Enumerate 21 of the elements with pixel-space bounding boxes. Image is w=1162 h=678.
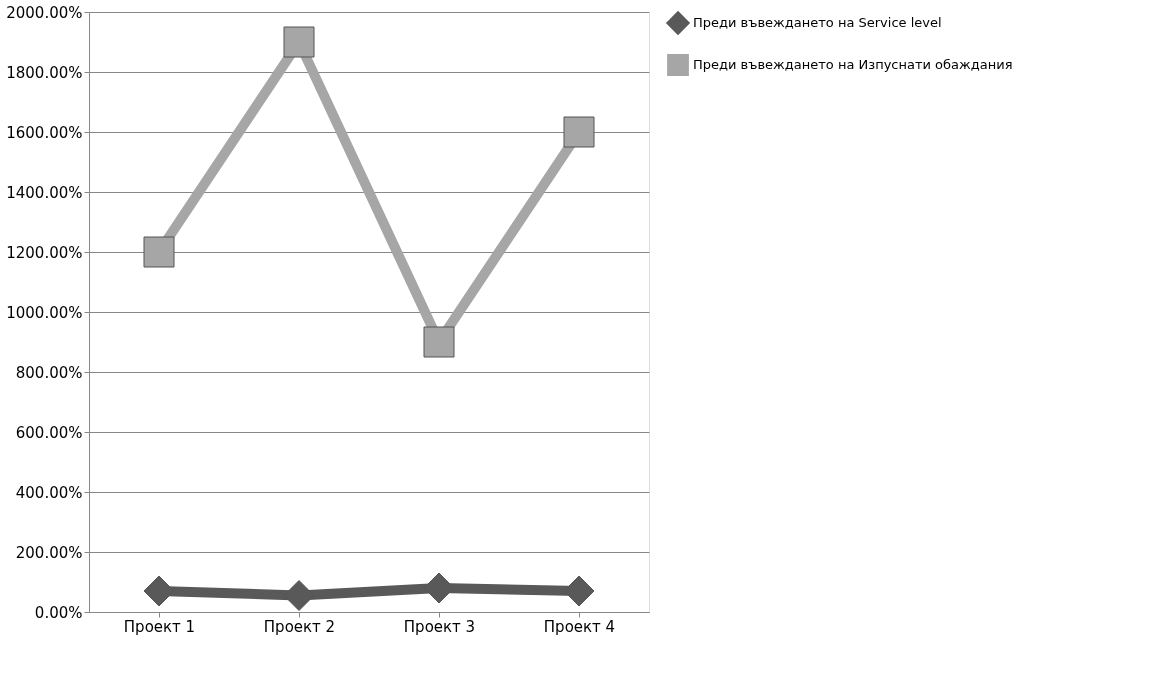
y-tick-label: 1200.00% bbox=[6, 243, 83, 262]
point bbox=[563, 116, 595, 148]
x-tick-label: Проект 1 bbox=[123, 617, 196, 636]
x-tick-label: Проект 3 bbox=[403, 617, 476, 636]
y-tick-label: 1600.00% bbox=[6, 123, 83, 142]
y-tick-label: 2000.00% bbox=[6, 3, 83, 22]
point bbox=[423, 326, 455, 358]
y-tick-label: 0.00% bbox=[34, 603, 83, 622]
x-tick-label: Проект 4 bbox=[543, 617, 616, 636]
point bbox=[143, 236, 175, 268]
y-tick-label: 600.00% bbox=[15, 423, 83, 442]
x-tick-label: Проект 2 bbox=[263, 617, 336, 636]
y-tick-label: 1800.00% bbox=[6, 63, 83, 82]
y-tick-label: 400.00% bbox=[15, 483, 83, 502]
y-tick-label: 800.00% bbox=[15, 363, 83, 382]
y-tick-label: 1000.00% bbox=[6, 303, 83, 322]
legend-label: Преди въвеждането на Изпуснати обаждания bbox=[693, 57, 1013, 72]
point bbox=[283, 26, 315, 58]
legend-label: Преди въвеждането на Service level bbox=[693, 15, 942, 30]
y-tick-label: 1400.00% bbox=[6, 183, 83, 202]
y-tick-label: 200.00% bbox=[15, 543, 83, 562]
